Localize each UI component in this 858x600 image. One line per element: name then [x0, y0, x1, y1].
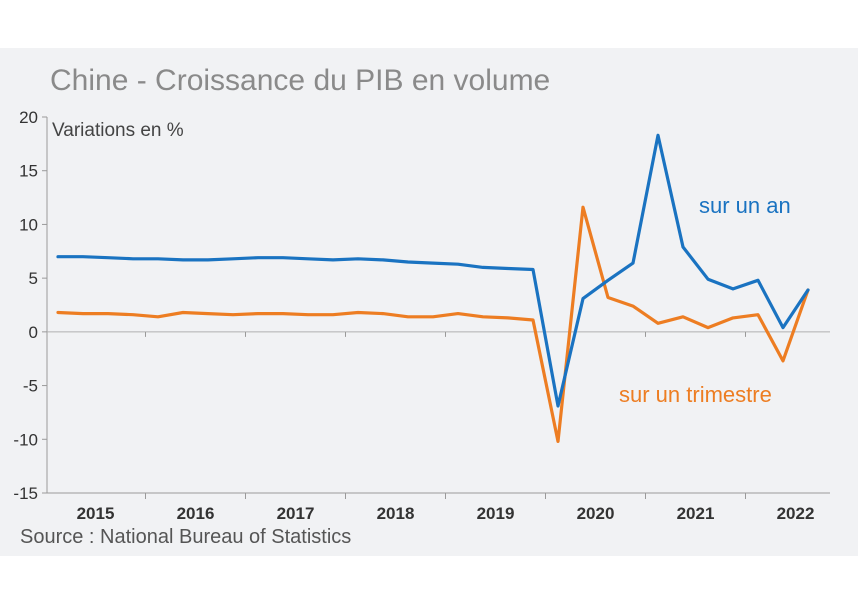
x-tick-label: 2016 — [177, 504, 215, 523]
y-axis-label: Variations en % — [52, 120, 184, 141]
y-tick-label: 20 — [19, 108, 38, 127]
series-group — [56, 133, 810, 443]
y-tick-label: -10 — [13, 430, 38, 449]
x-tick-label: 2017 — [277, 504, 315, 523]
y-tick-label: 5 — [29, 269, 38, 288]
x-tick-label: 2021 — [677, 504, 715, 523]
source-note: Source : National Bureau of Statistics — [20, 526, 352, 548]
x-tick-label: 2019 — [477, 504, 515, 523]
x-tick-label: 2020 — [577, 504, 615, 523]
chart-panel — [0, 48, 858, 556]
y-tick-label: 15 — [19, 162, 38, 181]
series-line-sur-un-trimestre — [56, 205, 810, 443]
x-tick-label: 2018 — [377, 504, 415, 523]
x-tick-label: 2022 — [777, 504, 815, 523]
y-tick-label: 0 — [29, 323, 38, 342]
y-tick-label: 10 — [19, 215, 38, 234]
y-tick-label: -5 — [23, 377, 38, 396]
series-label-sur-un-trimestre: sur un trimestre — [619, 382, 772, 407]
series-line-sur-un-an — [56, 133, 810, 408]
y-tick-label: -15 — [13, 484, 38, 503]
chart-title: Chine - Croissance du PIB en volume — [50, 64, 551, 97]
x-tick-label: 2015 — [77, 504, 115, 523]
series-label-sur-un-an: sur un an — [699, 193, 791, 218]
